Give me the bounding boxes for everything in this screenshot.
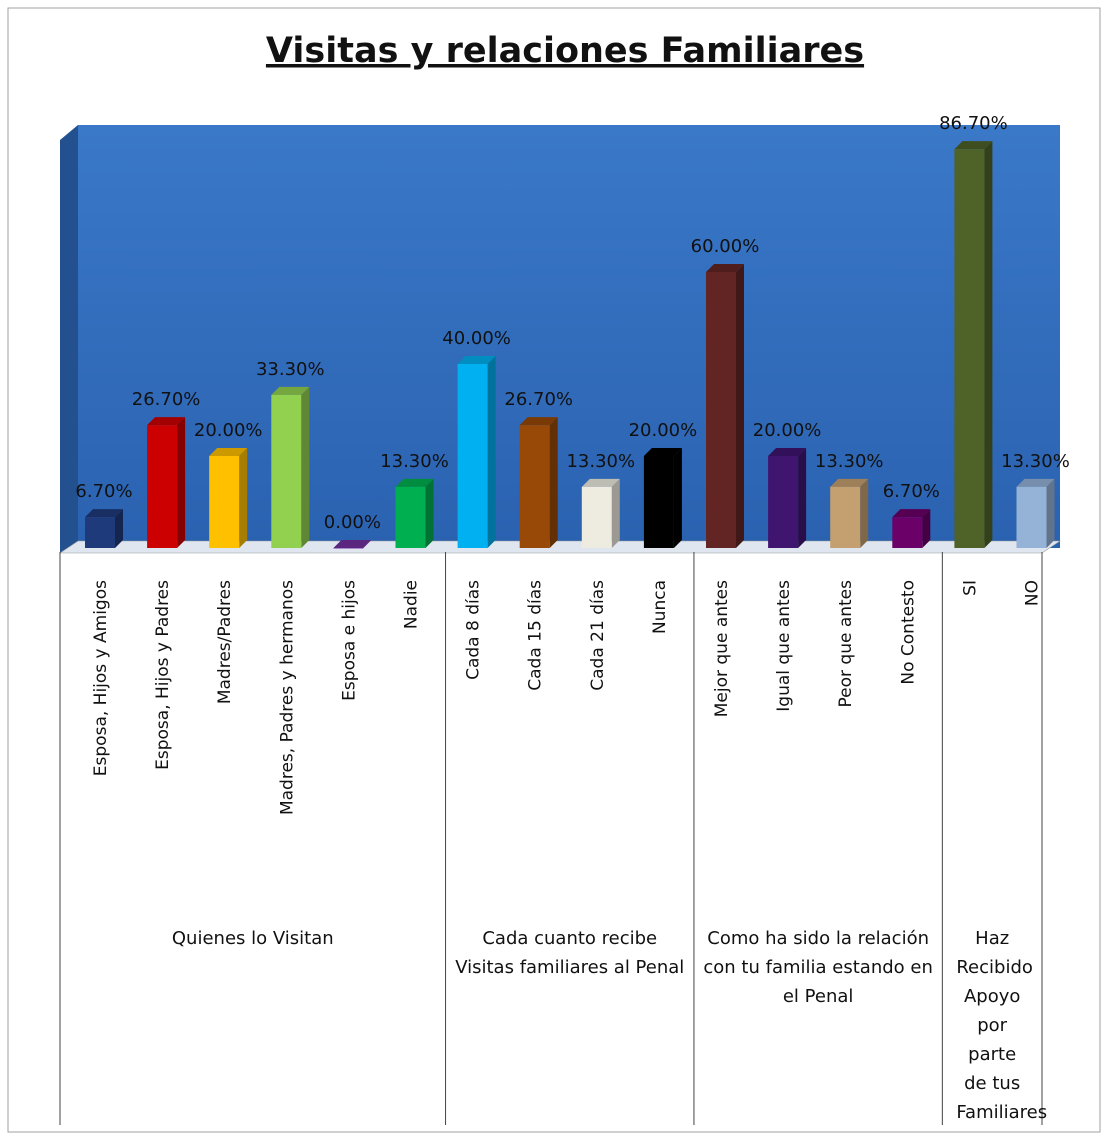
value-label: 20.00% [629, 420, 698, 441]
side-wall [60, 125, 78, 553]
bar-side [736, 264, 744, 548]
bar-side [860, 478, 869, 548]
bar [643, 456, 674, 548]
bar-side [611, 478, 620, 548]
bar [333, 548, 364, 549]
bar [85, 517, 115, 548]
bar [830, 486, 861, 548]
value-label: 13.30% [815, 451, 884, 472]
bar-side [177, 417, 186, 548]
bar-top [643, 448, 682, 456]
bar-top [1016, 478, 1055, 487]
bar-top [892, 509, 931, 518]
bar [519, 425, 550, 548]
bar [768, 456, 799, 548]
bar-top [706, 264, 744, 272]
bar-top [581, 478, 620, 487]
bar-top [333, 540, 372, 548]
bar-side [487, 356, 496, 548]
bar [954, 149, 985, 548]
bar [1016, 486, 1047, 548]
value-label: 20.00% [194, 420, 263, 441]
value-label: 26.70% [504, 389, 573, 410]
floor [59, 540, 1061, 554]
value-label: 6.70% [75, 481, 132, 502]
bar-side [301, 386, 310, 548]
value-label: 33.30% [256, 359, 325, 380]
x-tick-label: Esposa e hijos [339, 580, 359, 701]
chart-title: Visitas y relaciones Familiares [266, 31, 864, 71]
x-tick-label: Cada 21 días [588, 580, 608, 691]
x-tick-label: Cada 8 días [464, 580, 484, 680]
value-label: 40.00% [442, 328, 511, 349]
bar-top [457, 356, 496, 364]
bar-top [519, 417, 558, 426]
bar [271, 394, 302, 548]
group-label: Haz Recibido Apoyo por parte de tus Fami… [956, 928, 1048, 1123]
bar [147, 425, 178, 548]
bar-top [768, 448, 807, 456]
bar-top [271, 386, 310, 395]
value-label: 0.00% [324, 512, 381, 533]
x-tick-label: Nunca [650, 580, 670, 634]
value-label: 60.00% [691, 236, 760, 257]
bar [892, 517, 923, 548]
x-tick-label: Esposa, Hijos y Padres [153, 580, 173, 770]
bar [457, 364, 488, 548]
x-tick-label: Cada 15 días [526, 580, 546, 691]
x-tick-label: Madres/Padres [215, 580, 235, 704]
bar-side [798, 448, 807, 548]
bar-top [954, 141, 993, 150]
bar-side [425, 478, 434, 548]
value-label: 13.30% [380, 451, 449, 472]
bar-side [922, 509, 931, 548]
bar-side [239, 448, 248, 548]
bar-top [395, 478, 434, 487]
x-tick-label: Peor que antes [836, 580, 856, 708]
bar-side [115, 509, 123, 548]
bar-top [147, 417, 186, 426]
value-label: 86.70% [939, 113, 1008, 134]
bar-top [85, 509, 123, 518]
value-label: 13.30% [1001, 451, 1070, 472]
group-label: Quienes lo Visitan [171, 928, 334, 949]
x-tick-label: No Contesto [898, 580, 918, 685]
x-tick-label: Esposa, Hijos y Amigos [91, 580, 111, 776]
value-label: 6.70% [883, 481, 940, 502]
value-label: 20.00% [753, 420, 822, 441]
group-label: Como ha sido la relación con tu familia … [703, 928, 933, 1007]
bar [706, 272, 736, 548]
bar-side [984, 141, 993, 548]
x-tick-label: Igual que antes [774, 580, 794, 712]
value-label: 13.30% [566, 451, 635, 472]
x-tick-label: SI [960, 580, 980, 596]
x-tick-label: Madres, Padres y hermanos [277, 580, 297, 815]
bar-side [549, 417, 558, 548]
group-label: Cada cuanto recibe Visitas familiares al… [455, 928, 685, 978]
bar [395, 486, 426, 548]
value-label: 26.70% [132, 389, 201, 410]
bar-top [830, 478, 869, 487]
bar-top [209, 448, 248, 456]
bar-side [673, 448, 682, 548]
bar-side [1046, 478, 1055, 548]
x-tick-label: Mejor que antes [712, 580, 732, 717]
bar [209, 456, 240, 548]
x-tick-label: NO [1023, 580, 1043, 606]
bar [581, 486, 612, 548]
x-tick-label: Nadie [402, 580, 422, 629]
